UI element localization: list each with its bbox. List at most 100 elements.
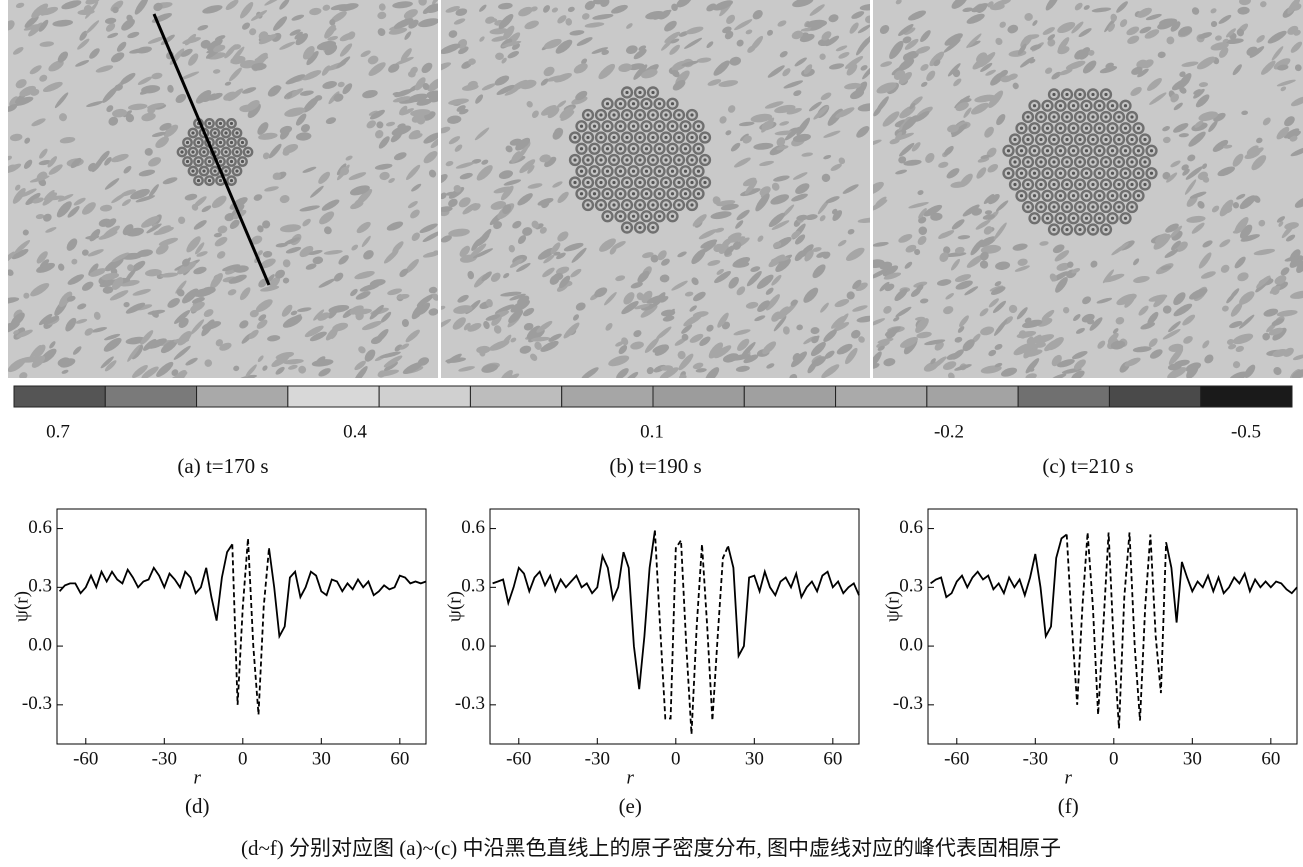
- blob: [554, 127, 562, 133]
- blob: [1230, 302, 1243, 317]
- blob: [1147, 78, 1162, 91]
- blob: [966, 13, 985, 24]
- blob: [537, 247, 555, 260]
- blob: [812, 264, 826, 279]
- blob: [279, 195, 290, 204]
- blob: [445, 6, 460, 13]
- blob: [247, 103, 261, 118]
- blob: [747, 45, 756, 53]
- atom-core: [1026, 115, 1030, 119]
- blob: [147, 36, 165, 44]
- atom-core: [638, 203, 642, 207]
- blob: [503, 179, 522, 186]
- blob: [600, 0, 610, 7]
- blob: [842, 184, 859, 194]
- blob: [792, 172, 808, 180]
- blob: [323, 250, 343, 255]
- blob: [458, 46, 469, 55]
- blob: [192, 297, 205, 304]
- atom-core: [670, 214, 675, 218]
- blob: [469, 243, 487, 258]
- blob: [304, 325, 324, 338]
- atom-core: [1117, 182, 1121, 187]
- blob: [34, 344, 46, 358]
- atom-core: [1084, 194, 1089, 198]
- blob: [155, 136, 169, 149]
- blob: [360, 50, 371, 58]
- blob: [490, 201, 507, 210]
- blob: [102, 286, 114, 294]
- blob: [829, 63, 845, 70]
- blob: [661, 258, 670, 266]
- blob: [779, 51, 788, 58]
- blob: [1167, 363, 1182, 371]
- blob: [775, 258, 791, 273]
- blob: [942, 361, 957, 370]
- atom-core: [1052, 137, 1056, 142]
- blob: [61, 0, 82, 10]
- blob: [82, 202, 96, 215]
- atom-core: [1052, 182, 1056, 187]
- blob: [111, 252, 129, 263]
- blob: [1239, 224, 1253, 239]
- blob: [1280, 267, 1290, 276]
- blob: [294, 31, 303, 40]
- blob: [730, 142, 741, 152]
- atom-core: [644, 192, 649, 196]
- blob: [1202, 340, 1210, 349]
- blob: [1037, 318, 1053, 327]
- atom-core: [1078, 182, 1082, 187]
- x-tick-label: -60: [73, 748, 98, 769]
- blob: [336, 164, 350, 181]
- blob: [1197, 171, 1209, 180]
- blob: [75, 60, 90, 67]
- blob: [380, 311, 392, 323]
- blob: [1256, 137, 1263, 144]
- blob: [671, 60, 688, 71]
- blob: [1099, 66, 1118, 74]
- colorbar-segment: [104, 385, 198, 408]
- blob: [300, 124, 310, 133]
- blob: [489, 28, 509, 35]
- chart-caption: (d): [185, 794, 210, 818]
- x-tick-label: 30: [312, 748, 331, 769]
- blob: [441, 126, 451, 134]
- blob: [313, 309, 325, 321]
- x-tick-label: 60: [1261, 748, 1280, 769]
- blob: [608, 355, 630, 367]
- blob: [388, 177, 395, 183]
- blob: [1162, 171, 1171, 180]
- blob: [289, 29, 301, 36]
- atom-core: [677, 158, 681, 162]
- blob: [72, 346, 82, 355]
- blob: [1201, 163, 1208, 169]
- blob: [637, 270, 650, 283]
- blob: [676, 0, 692, 8]
- blob: [883, 305, 892, 314]
- blob: [1008, 304, 1018, 314]
- blob: [200, 39, 211, 49]
- blob: [737, 338, 750, 351]
- blob: [391, 125, 412, 136]
- blob: [102, 86, 118, 103]
- blob: [733, 329, 751, 336]
- blob: [966, 254, 984, 268]
- blob: [245, 364, 257, 378]
- atom-core: [664, 180, 668, 185]
- blob: [111, 153, 129, 163]
- blob: [517, 193, 533, 206]
- blob: [930, 212, 943, 221]
- blob: [1024, 349, 1043, 357]
- blob: [821, 31, 832, 41]
- blob: [664, 20, 677, 32]
- blob: [543, 66, 555, 77]
- blob: [982, 214, 995, 220]
- blob: [325, 325, 340, 341]
- blob: [250, 235, 263, 245]
- blob: [670, 38, 680, 44]
- blob: [679, 374, 687, 378]
- y-tick-label: 0.6: [899, 517, 923, 538]
- blob: [1232, 64, 1242, 76]
- blob: [516, 262, 531, 272]
- blob: [605, 323, 613, 331]
